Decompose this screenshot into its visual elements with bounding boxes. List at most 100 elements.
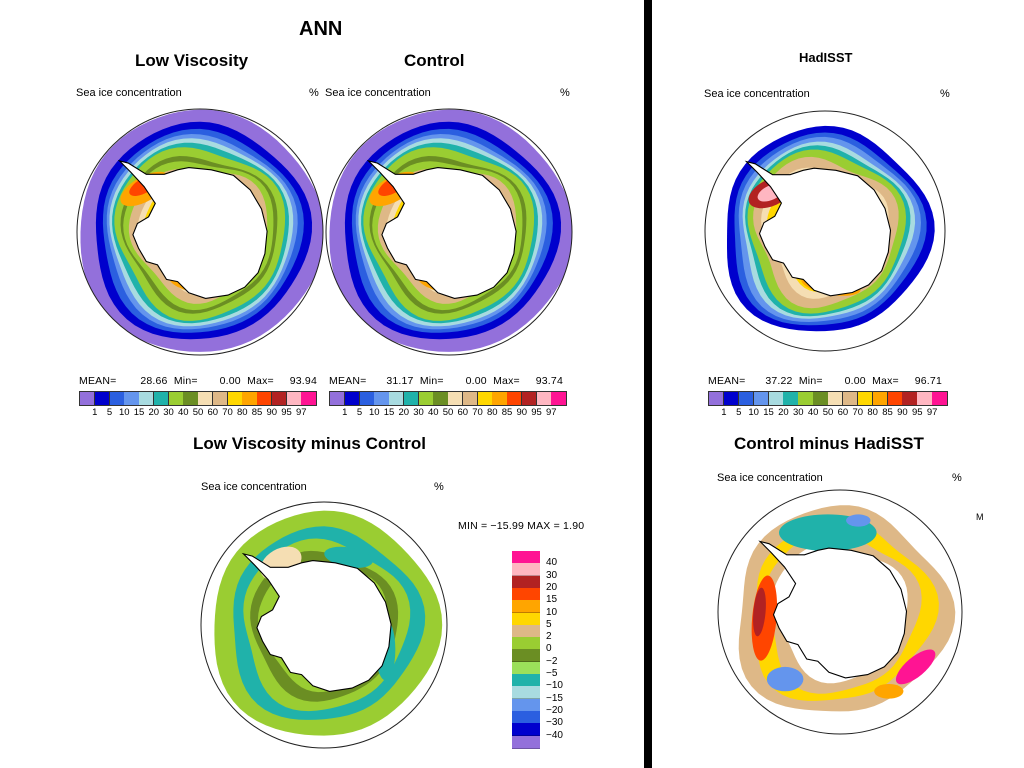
antarctica-outline [241,552,392,692]
colorbar-tick-label: 85 [251,407,263,418]
diff-legend-swatch [512,637,540,651]
colorbar-tick-label: 15 [133,407,145,418]
diff-legend-label: −20 [546,704,563,716]
diff2-var-label: Sea ice concentration [717,472,823,484]
antarctica-outline [117,159,268,299]
diff-legend-swatch [512,735,540,749]
diff-legend-swatch [512,587,540,601]
colorbar-tick-label: 30 [413,407,424,418]
diff-legend-swatch [512,624,540,638]
diff-legend-label: 5 [546,618,552,630]
colorbar-tick-label: 10 [368,407,380,418]
colorbar-swatch [798,392,814,405]
colorbar-swatch [872,392,888,405]
colorbar-tick-label: 20 [148,407,160,418]
diff-legend-swatch [512,710,540,724]
colorbar-tick-label: 90 [266,407,278,418]
colorbar-swatch [783,392,799,405]
colorbar-tick-label: 20 [778,407,789,418]
diff-legend-label: −10 [546,680,563,692]
colorbar-swatch [80,392,96,405]
diff-legend-swatch [512,661,540,675]
colorbar-swatch [448,392,464,405]
colorbar-tick-label: 90 [897,407,908,418]
colorbar-tick-label: 70 [852,407,864,418]
colorbar-tick-label: 50 [192,407,204,418]
diff-legend-swatch [512,600,540,614]
diff-ctrl-had-map [717,489,963,735]
diff-lv-ctrl-map [200,501,448,749]
diff-legend-label: 40 [546,557,558,569]
region-patch [846,514,871,527]
colorbar-tick-label: 60 [457,407,469,418]
diff-legend-swatch [512,575,540,589]
colorbar-swatch [433,392,449,405]
colorbar-swatch [286,392,302,405]
colorbar-swatch [813,392,829,405]
colorbar-swatch [902,392,918,405]
colorbar-tick-label: 1 [92,407,98,418]
colorbar-swatch [227,392,243,405]
hadisst-map [704,110,946,352]
colorbar-tick-label: 50 [822,407,834,418]
had-colorbar: 1 5 10 15 20 30 40 50 60 70 80 85 90 95 97 [708,391,948,418]
control-map [325,108,573,356]
lv-unit-label: % [309,87,319,99]
diff-legend-label: 15 [546,594,558,606]
colorbar-tick-label: 1 [342,407,348,418]
colorbar-tick-label: 85 [501,407,513,418]
antarctica-outline [366,159,517,299]
colorbar-tick-label: 5 [106,407,113,418]
region-patch [753,587,766,637]
colorbar-swatch [389,392,405,405]
lv-stats: MEAN= 28.66 Min= 0.00 Max= 93.94 [79,375,317,387]
colorbar-tick-label: 10 [118,407,130,418]
colorbar-tick-label: 15 [383,407,395,418]
colorbar-swatch [359,392,375,405]
colorbar-tick-label: 97 [926,407,938,418]
colorbar-tick-label: 1 [721,407,727,418]
map-boundary [200,501,448,749]
colorbar-tick-label: 50 [442,407,454,418]
antarctica-outline [744,160,892,297]
diff2-unit-label: % [952,472,962,484]
region-patch [895,649,936,685]
colorbar-swatch [887,392,903,405]
colorbar-swatch [139,392,155,405]
colorbar-tick-label: 97 [545,407,557,418]
colorbar-tick-label: 95 [911,407,923,418]
colorbar-swatch [257,392,273,405]
diff-legend-label: −5 [546,668,558,679]
diff-legend-label: 30 [546,569,558,581]
diff-stats: MIN = −15.99 MAX = 1.90 [458,520,585,532]
colorbar-tick-label: 80 [867,407,878,418]
diff-ctrl-had-title: Control minus HadiSST [734,434,924,453]
colorbar-tick-label: 40 [177,407,189,418]
diff-legend-swatch [512,723,540,737]
colorbar-tick-label: 95 [531,407,542,418]
diff-legend-label: 20 [546,581,558,593]
colorbar-swatch [932,392,948,405]
colorbar-tick-label: 95 [281,407,292,418]
colorbar-swatch [183,392,199,405]
control-title: Control [404,51,465,70]
colorbar-tick-label: 97 [295,407,307,418]
colorbar-swatch [738,392,755,405]
colorbar-tick-label: 80 [486,407,498,418]
colorbar-tick-label: 60 [837,407,849,418]
diff-legend-swatch [512,551,540,564]
map-boundary [704,110,946,352]
colorbar-tick-label: 30 [163,407,174,418]
colorbar-swatch [753,392,769,405]
diff-lv-ctrl-title: Low Viscosity minus Control [193,434,426,453]
colorbar-tick-label: 20 [398,407,410,418]
had-stats: MEAN= 37.22 Min= 0.00 Max= 96.71 [708,375,942,387]
had-unit-label: % [940,88,950,100]
colorbar-tick-label: 85 [882,407,893,418]
colorbar-swatch [212,392,228,405]
colorbar-swatch [536,392,552,405]
diff-legend-label: 2 [546,631,552,643]
diff-legend-label: −15 [546,692,563,704]
colorbar-swatch [492,392,508,405]
colorbar-tick-label: 40 [427,407,439,418]
